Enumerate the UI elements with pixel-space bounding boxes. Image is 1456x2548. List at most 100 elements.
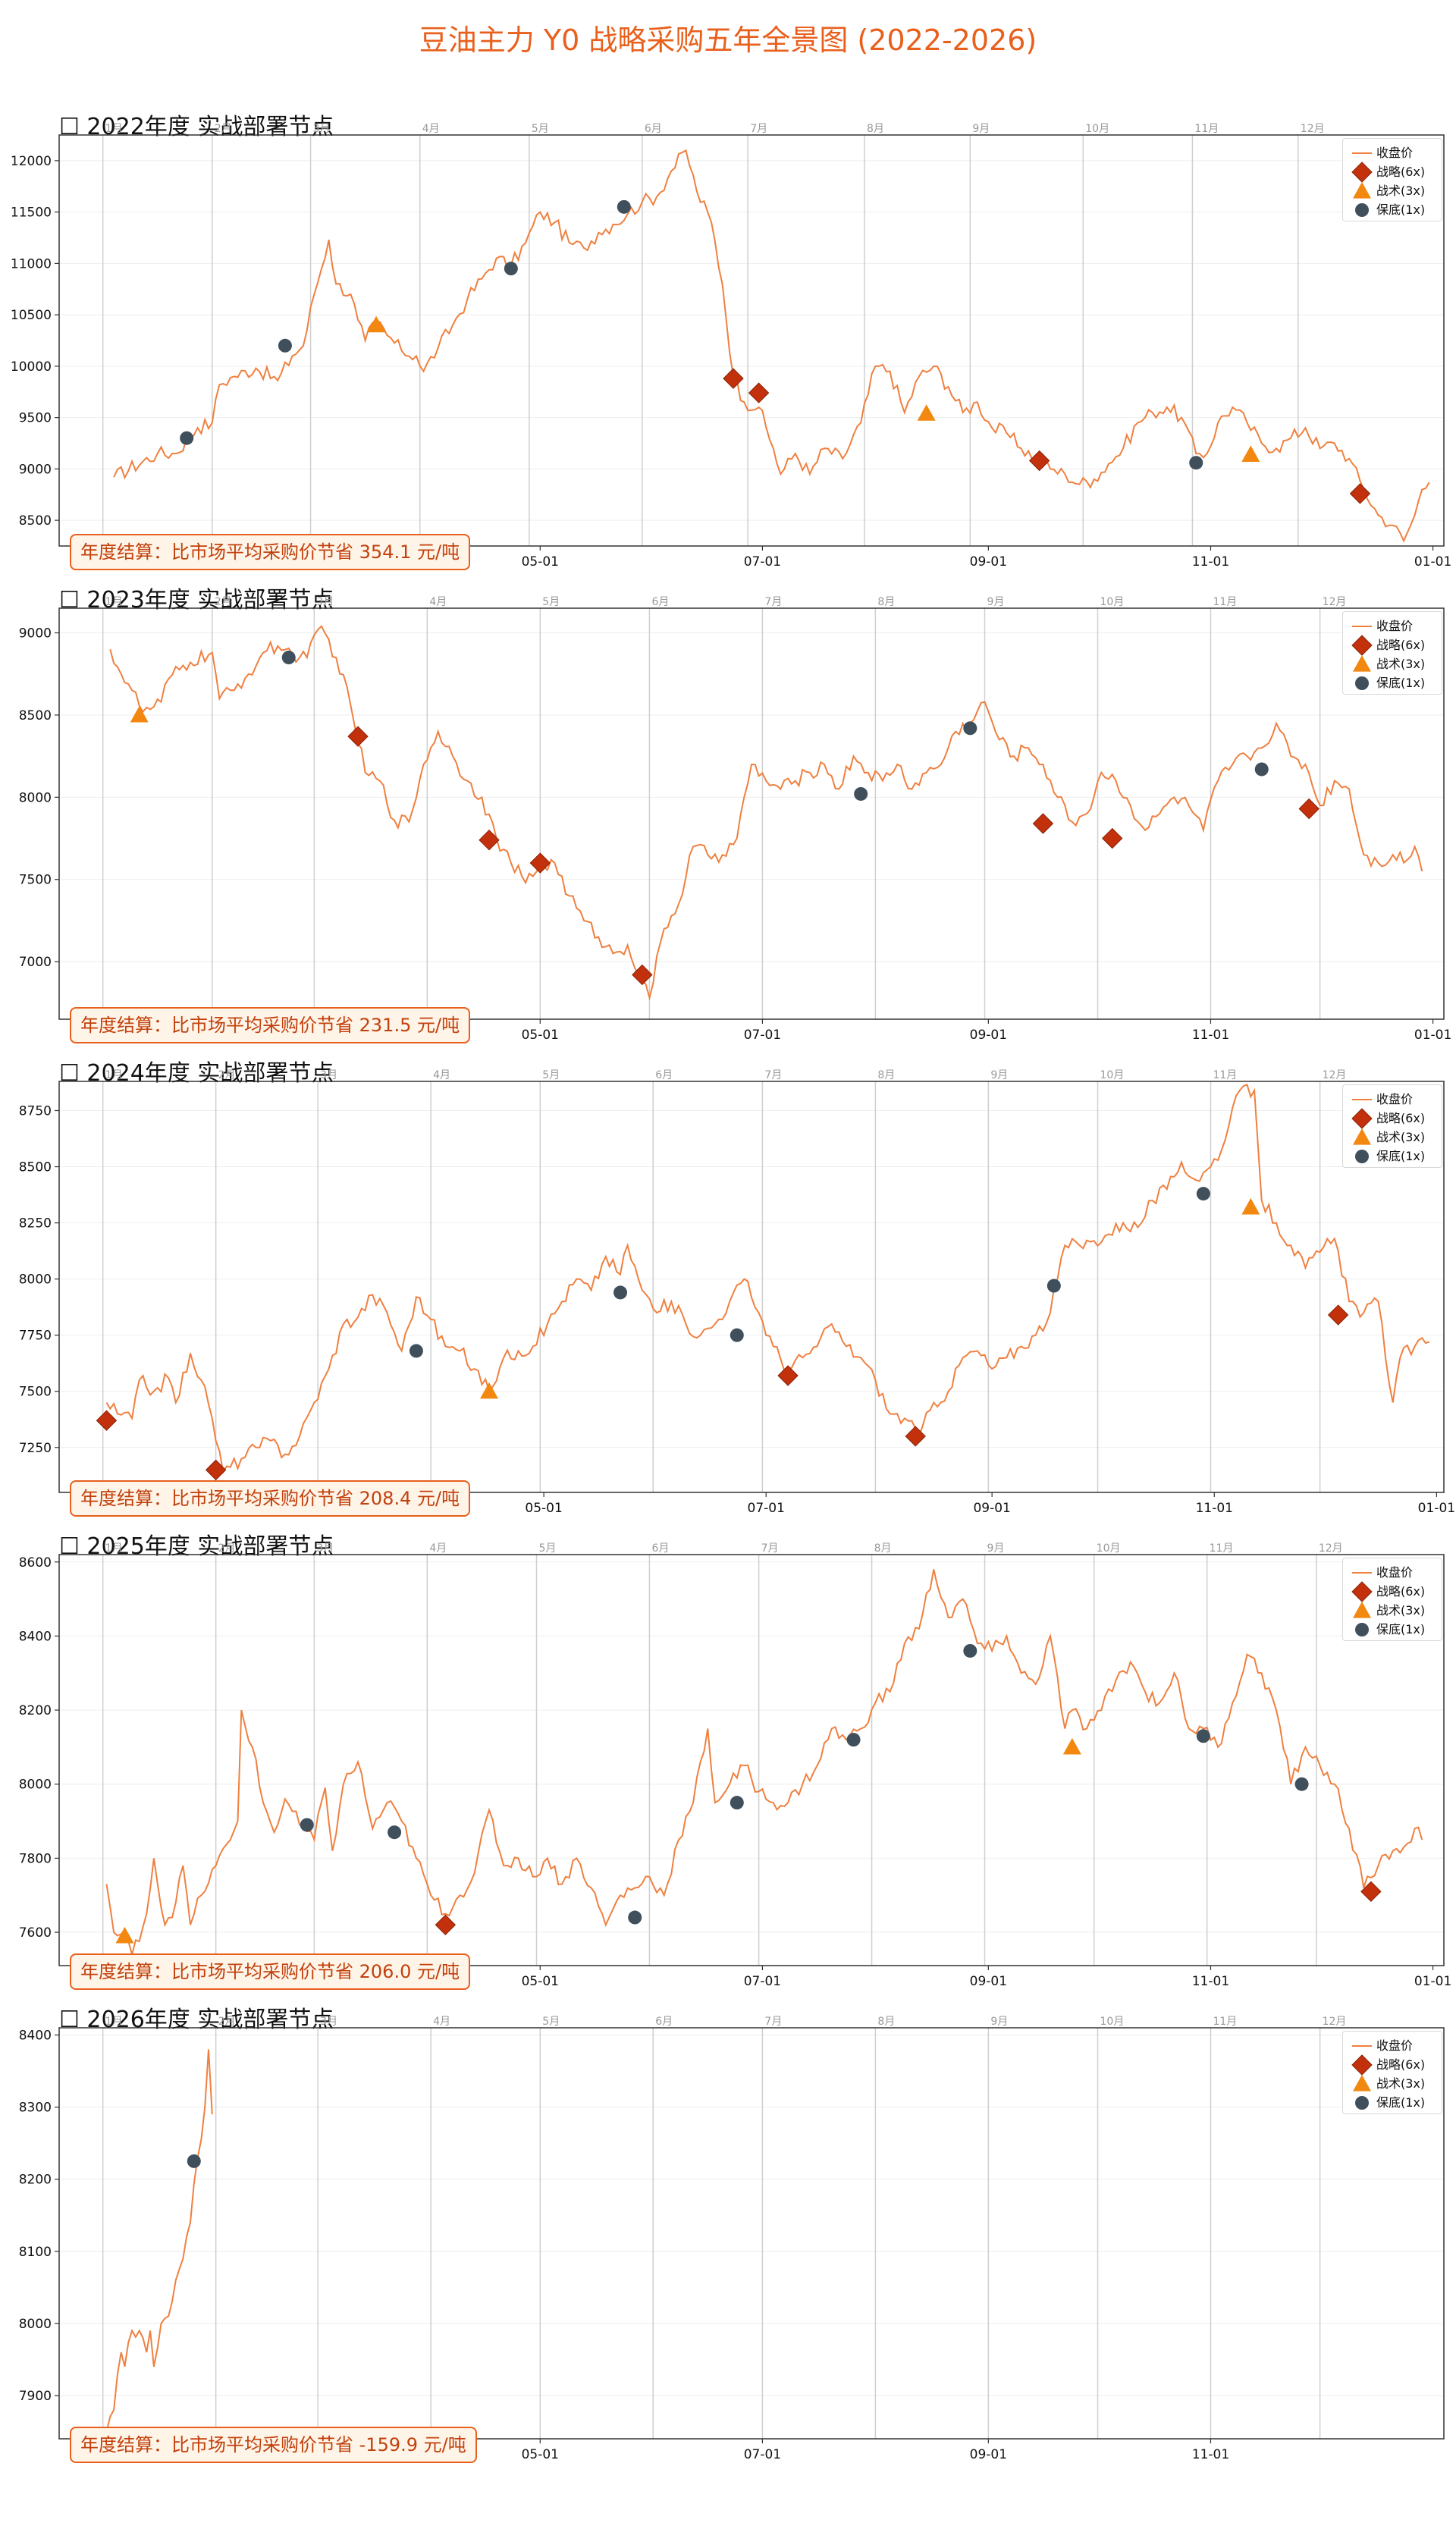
y-tick-label: 7250: [19, 1441, 52, 1456]
annual-summary: 年度结算：比市场平均采购价节省 208.4 元/吨: [70, 1480, 471, 1517]
base-marker: [613, 1285, 628, 1300]
price-line: [105, 1569, 1423, 1958]
month-label: 3月: [320, 2016, 337, 2028]
annual-summary: 年度结算：比市场平均采购价节省 231.5 元/吨: [70, 1007, 471, 1043]
month-label: 10月: [1100, 1069, 1125, 1081]
y-tick-label: 10000: [11, 359, 52, 375]
legend: 收盘价 战略(6x) 战术(3x) 保底(1x): [1342, 138, 1442, 221]
month-label: 7月: [764, 596, 782, 608]
legend-tactical: 战术(3x): [1349, 181, 1436, 200]
y-tick-label: 9000: [19, 462, 52, 477]
month-label: 8月: [867, 123, 884, 135]
plot-frame: [58, 607, 1445, 1020]
y-tick-label: 8400: [19, 1629, 52, 1644]
month-label: 1月: [105, 2016, 123, 2028]
legend-base: 保底(1x): [1349, 673, 1436, 692]
legend-price: 收盘价: [1349, 143, 1436, 162]
legend-price-label: 收盘价: [1376, 2038, 1414, 2053]
legend-base-icon: [1355, 202, 1369, 217]
tactical-marker: [130, 705, 149, 723]
y-tick-label: 8000: [19, 2317, 52, 2332]
month-label: 3月: [320, 1069, 337, 1081]
month-label: 3月: [313, 123, 331, 135]
legend-strategic-swatch: [1349, 2054, 1376, 2076]
legend: 收盘价 战略(6x) 战术(3x) 保底(1x): [1342, 611, 1442, 695]
y-tick-label: 8600: [19, 1555, 52, 1571]
month-label: 6月: [655, 1069, 673, 1081]
month-label: 12月: [1323, 596, 1347, 608]
legend-tactical-label: 战术(3x): [1376, 184, 1426, 198]
legend-price: 收盘价: [1349, 1563, 1436, 1582]
legend-price: 收盘价: [1349, 2036, 1436, 2055]
x-tick-label: 07-01: [744, 1974, 781, 1989]
legend-price-label: 收盘价: [1376, 619, 1414, 633]
legend-strategic: 战略(6x): [1349, 1580, 1436, 1602]
strategic-marker: [435, 1914, 457, 1935]
price-line: [113, 149, 1430, 543]
summary-prefix: 年度结算：比市场平均采购价节省: [80, 541, 359, 563]
x-tick-label: 09-01: [970, 2447, 1007, 2462]
annual-summary: 年度结算：比市场平均采购价节省 354.1 元/吨: [70, 534, 471, 570]
strategic-marker: [1349, 483, 1371, 504]
legend-price-swatch: [1349, 1091, 1376, 1108]
price-line: [105, 2049, 213, 2432]
panel-title: ☐ 2026年度 实战部署节点: [59, 2007, 334, 2033]
month-label: 11月: [1213, 1069, 1237, 1081]
x-tick-label: 09-01: [970, 1028, 1007, 1043]
month-label: 2月: [218, 2016, 236, 2028]
plot-frame: [58, 1554, 1445, 1966]
month-label: 9月: [990, 2016, 1008, 2028]
month-label: 2月: [218, 1542, 236, 1555]
month-label: 11月: [1194, 123, 1219, 135]
month-label: 12月: [1323, 1069, 1347, 1081]
tactical-marker: [1241, 445, 1260, 463]
x-tick-label: 01-01: [1418, 1501, 1455, 1516]
y-tick-label: 8000: [19, 1778, 52, 1793]
base-marker: [1196, 1187, 1210, 1201]
price-line: [105, 1083, 1430, 1475]
chart-panel-2022: ☐ 2022年度 实战部署节点 1月 2月 3月 4月 5月 6月 7月 8月 9月 10月 11月 1…: [0, 108, 1456, 581]
month-label: 2月: [215, 123, 232, 135]
legend-strategic-label: 战略(6x): [1376, 1584, 1426, 1599]
legend-price-swatch: [1349, 1564, 1376, 1581]
month-label: 3月: [316, 1542, 334, 1555]
legend-base-icon: [1355, 676, 1369, 690]
y-tick-label: 7750: [19, 1329, 52, 1344]
chart-svg: 1月 2月 3月 4月 5月 6月 7月 8月 9月 10月 11月 12月 7000 7500 8000 8…: [19, 596, 1452, 1043]
y-tick-label: 8500: [19, 1160, 52, 1175]
x-tick-label: 01-01: [1414, 554, 1451, 570]
month-label: 6月: [655, 2016, 673, 2028]
month-label: 10月: [1085, 123, 1109, 135]
strategic-marker: [347, 726, 369, 747]
month-label: 7月: [764, 1069, 782, 1081]
legend-base-icon: [1355, 1149, 1369, 1163]
base-marker: [1294, 1777, 1309, 1791]
y-tick-label: 11000: [11, 256, 52, 271]
summary-suffix: 元/吨: [411, 1488, 460, 1509]
strategic-marker: [632, 964, 653, 986]
legend-tactical-swatch: [1349, 654, 1376, 673]
month-label: 8月: [874, 1542, 892, 1555]
legend-price-label: 收盘价: [1376, 1565, 1414, 1580]
x-tick-label: 05-01: [525, 1501, 562, 1516]
summary-prefix: 年度结算：比市场平均采购价节省: [80, 1961, 359, 1982]
legend-base-swatch: [1349, 1621, 1376, 1638]
plot-frame: [58, 2027, 1445, 2440]
legend-tactical-label: 战术(3x): [1376, 657, 1426, 671]
legend-tactical-swatch: [1349, 2074, 1376, 2092]
legend-strategic-label: 战略(6x): [1376, 2057, 1426, 2072]
tactical-marker: [917, 404, 936, 421]
legend-tactical: 战术(3x): [1349, 1128, 1436, 1147]
chart-svg: 1月 2月 3月 4月 5月 6月 7月 8月 9月 10月 11月 12月 7600 7800 8000 8…: [19, 1542, 1452, 1989]
month-label: 6月: [645, 123, 662, 135]
y-tick-label: 8750: [19, 1104, 52, 1119]
base-marker: [187, 2154, 201, 2168]
summary-value: 231.5: [359, 1015, 412, 1036]
month-label: 11月: [1213, 2016, 1237, 2028]
legend-strategic-swatch: [1349, 634, 1376, 656]
base-marker: [963, 721, 977, 736]
legend-tactical-icon: [1353, 1128, 1371, 1145]
tactical-marker: [1062, 1737, 1081, 1755]
strategic-marker: [1360, 1881, 1382, 1903]
legend-tactical-icon: [1353, 1601, 1371, 1618]
